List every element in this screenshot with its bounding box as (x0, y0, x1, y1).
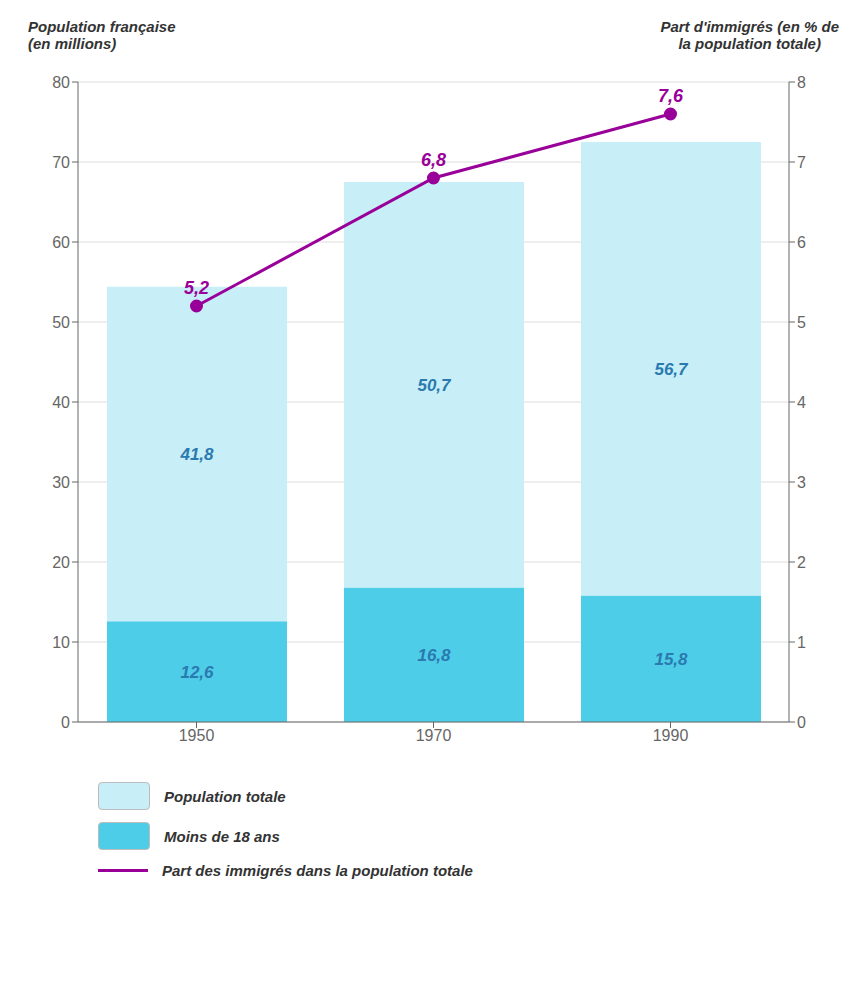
html-text:Population française: Population française (28, 18, 176, 35)
svg-text:7,6: 7,6 (658, 86, 684, 106)
svg-text:70: 70 (52, 154, 70, 171)
svg-text:1: 1 (797, 634, 806, 651)
svg-text:16,8: 16,8 (417, 646, 451, 665)
svg-text:80: 80 (52, 74, 70, 91)
svg-text:8: 8 (797, 74, 806, 91)
svg-text:1950: 1950 (179, 727, 215, 744)
svg-text:0: 0 (61, 714, 70, 731)
svg-text:3: 3 (797, 474, 806, 491)
svg-text:1970: 1970 (416, 727, 452, 744)
svg-text:0: 0 (797, 714, 806, 731)
svg-text:6,8: 6,8 (421, 150, 446, 170)
svg-text:5,2: 5,2 (184, 278, 209, 298)
svg-text:15,8: 15,8 (654, 650, 688, 669)
svg-text:56,7: 56,7 (654, 360, 689, 379)
svg-text:41,8: 41,8 (179, 445, 214, 464)
svg-text:1990: 1990 (653, 727, 689, 744)
html-text:(en millions): (en millions) (28, 35, 117, 52)
svg-text:50,7: 50,7 (417, 376, 452, 395)
svg-text:2: 2 (797, 554, 806, 571)
svg-text:20: 20 (52, 554, 70, 571)
svg-text:4: 4 (797, 394, 806, 411)
svg-text:7: 7 (797, 154, 806, 171)
svg-text:60: 60 (52, 234, 70, 251)
html-text:Part des immigrés dans la popu: Part des immigrés dans la population tot… (162, 862, 473, 879)
svg-text:30: 30 (52, 474, 70, 491)
svg-text:6: 6 (797, 234, 806, 251)
svg-text:10: 10 (52, 634, 70, 651)
svg-text:40: 40 (52, 394, 70, 411)
html-text:Moins de 18 ans: Moins de 18 ans (164, 827, 280, 845)
svg-text:50: 50 (52, 314, 70, 331)
svg-text:12,6: 12,6 (180, 663, 214, 682)
html-text:la population totale): la population totale) (678, 35, 821, 52)
html-text:Part d'immigrés (en % de: Part d'immigrés (en % de (660, 18, 839, 35)
html-text:Population totale: Population totale (164, 787, 286, 805)
svg-text:5: 5 (797, 314, 806, 331)
